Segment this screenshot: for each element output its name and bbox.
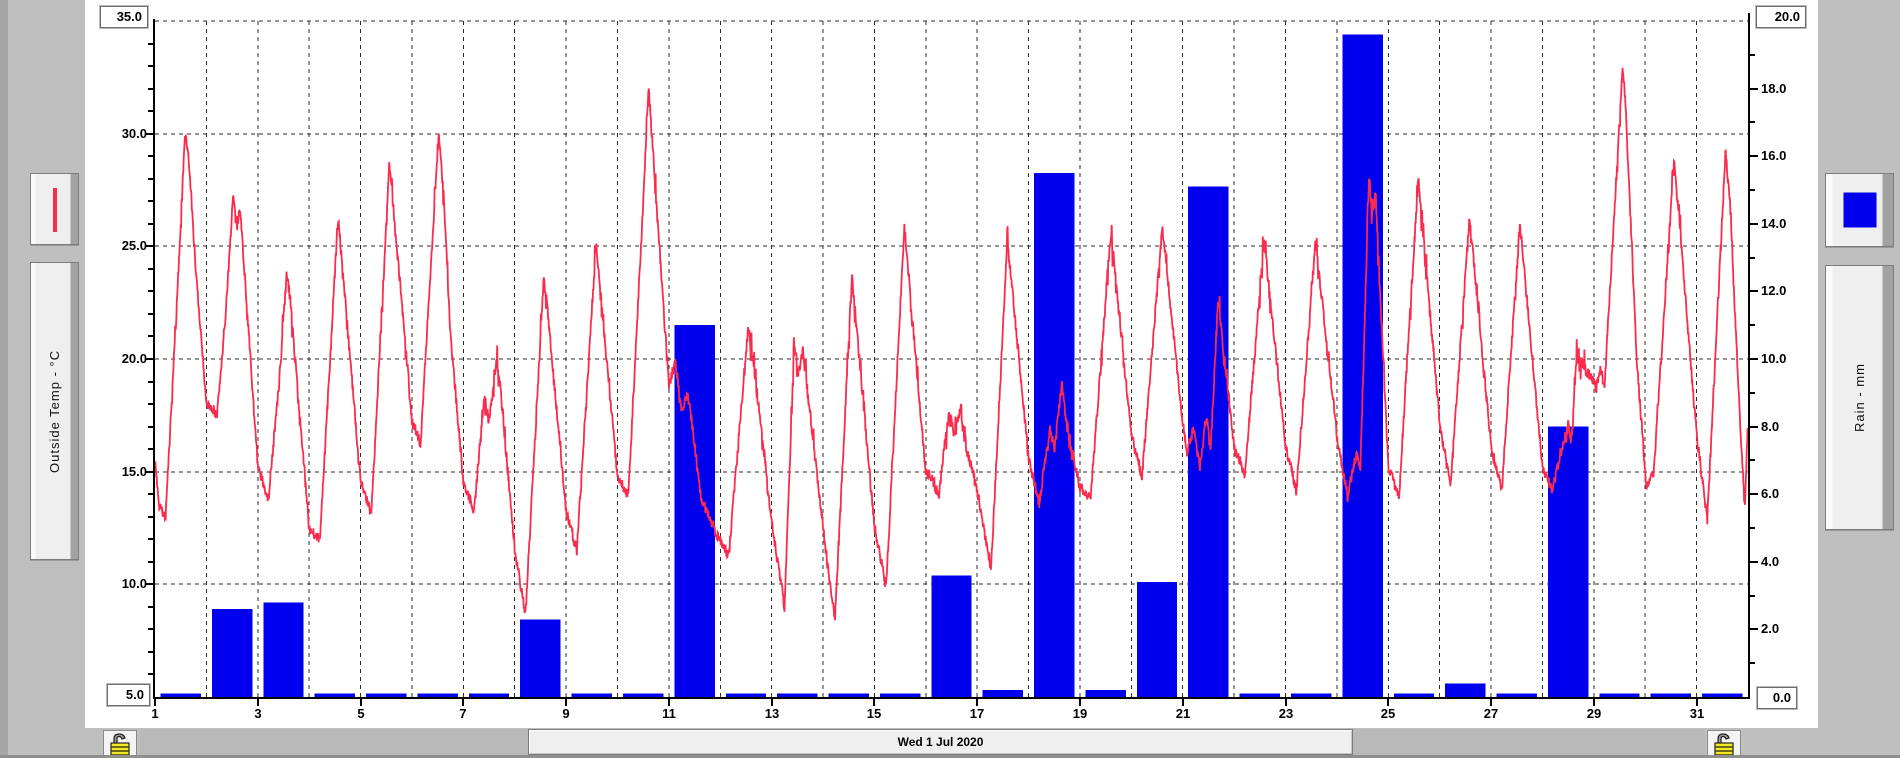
x-tick-label: 3 <box>254 706 261 721</box>
rain-bar-day-30 <box>1650 693 1692 697</box>
right-axis-label: 2.0 <box>1761 621 1779 636</box>
temp-axis-min-box: 5.0 <box>107 684 150 706</box>
rain-bar-day-14 <box>828 693 869 697</box>
window-left-edge <box>0 0 8 758</box>
rain-bar-day-26 <box>1445 683 1486 697</box>
x-tick-label: 5 <box>357 706 364 721</box>
padlock-open-icon <box>110 733 130 758</box>
x-tick-label: 1 <box>151 706 158 721</box>
x-tick-label: 17 <box>970 706 984 721</box>
x-tick-label: 31 <box>1690 706 1704 721</box>
rain-bar-day-19 <box>1085 690 1126 697</box>
right-axis-label: 6.0 <box>1761 486 1779 501</box>
rain-bar-day-5 <box>366 693 407 697</box>
x-tick-label: 13 <box>765 706 779 721</box>
window-bottom-edge <box>0 755 1900 758</box>
rain-bar-icon <box>1843 192 1876 228</box>
rain-axis-max-box: 20.0 <box>1756 6 1806 28</box>
rain-bar-day-25 <box>1393 693 1435 697</box>
rain-bar-day-27 <box>1496 693 1537 697</box>
rain-bar-day-7 <box>468 693 510 697</box>
rain-bar-day-28 <box>1547 426 1589 697</box>
right-axis-label: 10.0 <box>1761 351 1786 366</box>
rain-bar-day-29 <box>1599 693 1640 697</box>
x-tick-label: 29 <box>1587 706 1601 721</box>
rain-bar-day-10 <box>622 693 664 697</box>
scroll-lock-left-button[interactable] <box>103 730 137 758</box>
left-axis-label: 20.0 <box>122 351 147 366</box>
right-axis-label: 4.0 <box>1761 554 1779 569</box>
x-tick-label: 19 <box>1073 706 1087 721</box>
rain-bar-day-17 <box>982 690 1024 697</box>
rain-bar-day-4 <box>314 693 356 697</box>
rain-axis-title-box[interactable]: Rain - mm <box>1825 265 1894 530</box>
rain-bar-day-1 <box>160 693 201 697</box>
rain-bar-day-24 <box>1342 34 1383 697</box>
left-axis-label: 25.0 <box>122 238 147 253</box>
rain-bar-day-22 <box>1239 693 1281 697</box>
x-tick-label: 23 <box>1279 706 1293 721</box>
temp-legend-sample-box[interactable] <box>30 173 79 245</box>
x-tick-label: 21 <box>1176 706 1190 721</box>
rain-bar-day-13 <box>777 693 818 697</box>
x-tick-label: 11 <box>662 706 676 721</box>
x-tick-label: 25 <box>1381 706 1395 721</box>
date-range-label: Wed 1 Jul 2020 <box>897 735 984 749</box>
right-axis-label: 14.0 <box>1761 216 1786 231</box>
rain-axis-min-box: 0.0 <box>1757 687 1797 709</box>
rain-bar-day-6 <box>417 693 458 697</box>
x-tick-label: 7 <box>459 706 466 721</box>
rain-bar-day-12 <box>725 693 767 697</box>
right-axis-label: 8.0 <box>1761 419 1779 434</box>
temp-line-icon <box>52 188 57 232</box>
right-axis-label: 18.0 <box>1761 81 1786 96</box>
rain-legend-sample-box[interactable] <box>1825 173 1894 247</box>
rain-bar-day-18 <box>1034 173 1075 698</box>
rain-bar-day-16 <box>931 575 972 697</box>
temp-axis-max-box: 35.0 <box>100 6 148 28</box>
scroll-lock-right-button[interactable] <box>1707 730 1741 758</box>
right-axis-label: 16.0 <box>1761 148 1786 163</box>
rain-bar-day-8 <box>520 619 561 697</box>
rain-bar-day-2 <box>211 609 253 697</box>
x-tick-label: 27 <box>1484 706 1498 721</box>
left-axis-label: 30.0 <box>122 126 147 141</box>
left-axis-label: 10.0 <box>122 576 147 591</box>
temp-axis-title: Outside Temp - °C <box>47 349 62 473</box>
padlock-open-icon <box>1714 733 1734 758</box>
rain-bar-day-20 <box>1136 582 1178 697</box>
date-scrollbar-thumb[interactable]: Wed 1 Jul 2020 <box>528 729 1353 755</box>
rain-bar-day-31 <box>1702 693 1743 697</box>
x-tick-label: 15 <box>867 706 881 721</box>
outside-temp-line <box>154 67 1749 621</box>
temp-axis-title-box[interactable]: Outside Temp - °C <box>30 262 79 560</box>
left-axis-label: 15.0 <box>122 464 147 479</box>
right-axis-label: 12.0 <box>1761 283 1786 298</box>
rain-bar-day-9 <box>571 693 612 697</box>
rain-bar-day-15 <box>879 693 921 697</box>
rain-axis-title: Rain - mm <box>1852 363 1867 432</box>
rain-bar-day-3 <box>263 602 304 697</box>
rain-bar-day-23 <box>1291 693 1332 697</box>
x-tick-label: 9 <box>562 706 569 721</box>
